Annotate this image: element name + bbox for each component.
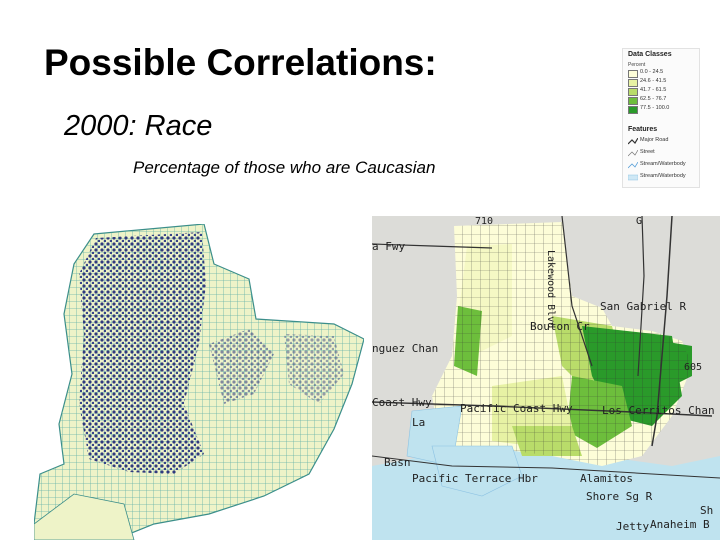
legend-class-label: 77.5 - 100.0 [640, 105, 670, 111]
major-road-icon [628, 138, 638, 145]
legend-feature-stream: Stream/Waterbody [628, 161, 698, 169]
legend-swatch [628, 70, 638, 78]
map-label-anaheim: Anaheim B [650, 518, 710, 531]
slide-caption: Percentage of those who are Caucasian [133, 158, 436, 177]
legend-class-label: 24.6 - 41.5 [640, 78, 667, 84]
legend-class-4: 62.5 - 76.7 [628, 96, 698, 105]
map-label-lakewood: Lakewood Blvd [545, 250, 556, 329]
map-label-sh: Sh [700, 504, 714, 517]
map-legend: Data Classes Percent 0.0 - 24.5 24.6 - 4… [622, 48, 700, 188]
legend-class-label: 62.5 - 76.7 [640, 96, 667, 102]
legend-swatch [628, 88, 638, 96]
map-label-710: 710 [475, 216, 494, 227]
legend-subheading: Percent [628, 62, 646, 68]
legend-features-heading: Features [628, 126, 658, 133]
map-label-jetty: Jetty [616, 520, 650, 533]
legend-class-label: 0.0 - 24.5 [640, 69, 664, 75]
legend-class-label: 41.7 - 61.5 [640, 87, 667, 93]
waterbody-icon [628, 174, 638, 181]
legend-class-3: 41.7 - 61.5 [628, 87, 698, 96]
legend-feature-major-road: Major Road [628, 137, 698, 145]
street-icon [628, 150, 638, 157]
map-label-g: G [636, 216, 643, 227]
map-label-alamitos: Alamitos [580, 472, 633, 485]
map-label-los-cerritos: Los Cerritos Chan [602, 404, 715, 417]
map-label-la: La [412, 416, 426, 429]
legend-feature-waterbody: Stream/Waterbody [628, 173, 698, 181]
legend-feature-label: Stream/Waterbody [640, 161, 686, 167]
legend-feature-street: Street [628, 149, 698, 157]
legend-feature-label: Stream/Waterbody [640, 173, 686, 179]
legend-swatch [628, 106, 638, 114]
legend-swatch [628, 97, 638, 105]
map-label-coast-hwy: Coast Hwy [372, 396, 432, 409]
map-label-pacific-coast: Pacific Coast Hwy [460, 402, 573, 415]
slide-subtitle: 2000: Race [64, 110, 213, 142]
legend-heading: Data Classes [628, 51, 672, 58]
map-label-san-gabriel: San Gabriel R [600, 300, 687, 313]
map-label-dominguez: nguez Chan [372, 342, 439, 355]
choropleth-map: a Fwy Lakewood Blvd 710 San Gabriel R Bo… [372, 216, 720, 540]
street-density-map [34, 224, 364, 540]
map-label-605: 605 [684, 362, 703, 373]
legend-class-5: 77.5 - 100.0 [628, 105, 698, 114]
slide-title: Possible Correlations: [44, 42, 437, 83]
legend-feature-label: Major Road [640, 137, 669, 143]
choropleth-map-graphic [372, 216, 720, 540]
stream-icon [628, 162, 638, 169]
legend-class-2: 24.6 - 41.5 [628, 78, 698, 87]
map-label-basin: Basn [384, 456, 411, 469]
map-label-fwy: a Fwy [372, 240, 406, 253]
street-density-map-graphic [34, 224, 364, 540]
legend-feature-label: Street [640, 149, 655, 155]
map-label-bouton: Bouton Cr [530, 320, 590, 333]
legend-class-1: 0.0 - 24.5 [628, 69, 698, 78]
legend-swatch [628, 79, 638, 87]
map-label-shore: Shore Sg R [586, 490, 653, 503]
map-label-pacific-terrace: Pacific Terrace Hbr [412, 472, 538, 485]
